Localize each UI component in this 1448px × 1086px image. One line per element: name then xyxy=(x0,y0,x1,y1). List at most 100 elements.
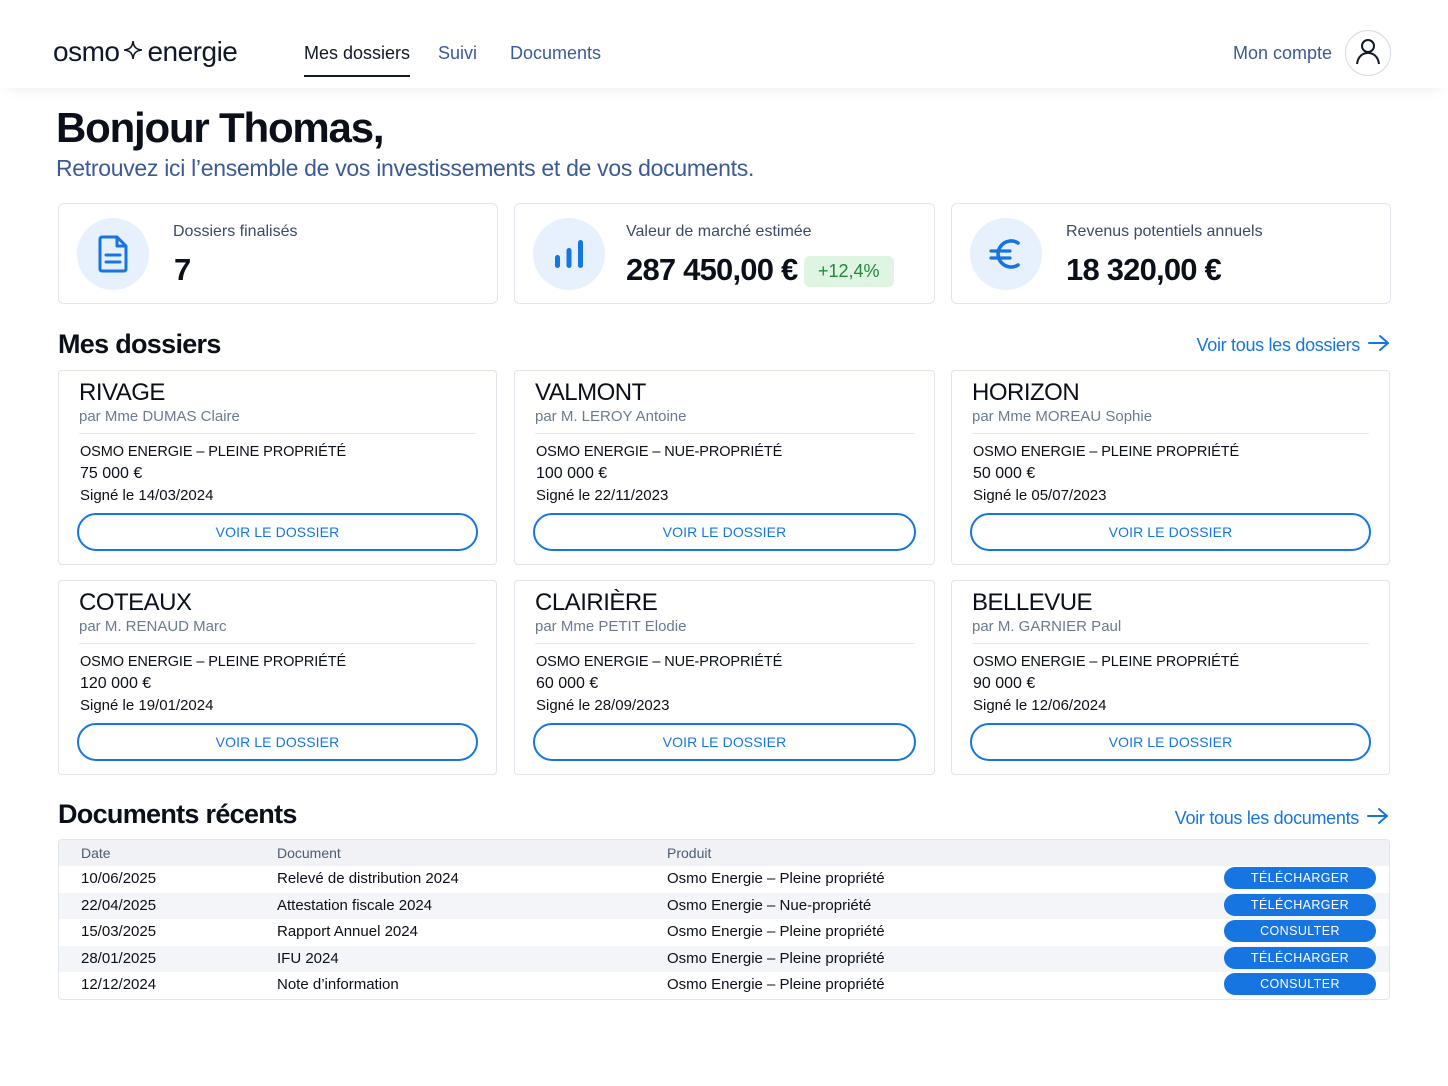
cell-product: Osmo Energie – Pleine propriété xyxy=(667,870,885,887)
dossier-name: CLAIRIÈRE xyxy=(535,589,658,616)
dossier-product: OSMO ENERGIE – PLEINE PROPRIÉTÉ xyxy=(80,444,347,460)
stat-value: 287 450,00 € xyxy=(626,252,798,287)
change-badge: +12,4% xyxy=(804,256,894,287)
account-avatar-button[interactable] xyxy=(1345,30,1391,76)
dossier-owner: par Mme DUMAS Claire xyxy=(79,408,240,425)
see-all-label: Voir tous les dossiers xyxy=(1196,335,1361,355)
column-header-date: Date xyxy=(81,845,111,861)
column-header-produit: Produit xyxy=(667,845,712,861)
cell-date: 15/03/2025 xyxy=(81,923,157,940)
cell-product: Osmo Energie – Pleine propriété xyxy=(667,976,885,993)
download-button[interactable]: TÉLÉCHARGER xyxy=(1224,867,1376,889)
dossier-card: VALMONT par M. LEROY Antoine OSMO ENERGIE … xyxy=(514,370,935,565)
view-dossier-button[interactable]: VOIR LE DOSSIER xyxy=(970,723,1371,761)
osmo-energie-logo[interactable]: osmo energie xyxy=(53,36,238,68)
stat-value: 18 320,00 € xyxy=(1066,252,1222,287)
dossier-product: OSMO ENERGIE – PLEINE PROPRIÉTÉ xyxy=(973,654,1240,670)
view-dossier-button[interactable]: VOIR LE DOSSIER xyxy=(970,513,1371,551)
logo-text-energie: energie xyxy=(147,36,238,67)
sparkle-icon xyxy=(124,40,143,63)
dossier-amount: 120 000 € xyxy=(80,675,152,692)
download-button[interactable]: TÉLÉCHARGER xyxy=(1224,946,1376,969)
dossier-amount: 75 000 € xyxy=(80,465,143,482)
section-title-dossiers: Mes dossiers xyxy=(58,329,221,359)
divider xyxy=(972,643,1369,644)
dossier-product: OSMO ENERGIE – NUE-PROPRIÉTÉ xyxy=(536,444,783,460)
table-row: 22/04/2025 Attestation fiscale 2024 Osmo E… xyxy=(59,892,1389,919)
dossier-card: BELLEVUE par M. GARNIER Paul OSMO ENERGIE … xyxy=(951,580,1390,775)
consult-button[interactable]: CONSULTER xyxy=(1224,973,1376,995)
divider xyxy=(535,433,914,434)
dossier-signed-date: Signé le 12/06/2024 xyxy=(973,697,1107,714)
dossier-name: RIVAGE xyxy=(79,379,165,406)
dossier-owner: par M. LEROY Antoine xyxy=(535,408,687,425)
dossier-name: BELLEVUE xyxy=(972,589,1093,616)
table-row: 10/06/2025 Relevé de distribution 2024 Osm… xyxy=(59,866,1389,893)
divider xyxy=(79,433,476,434)
nav-tab-suivi[interactable]: Suivi xyxy=(438,43,478,63)
nav-tab-mes-dossiers[interactable]: Mes dossiers xyxy=(304,43,411,77)
dossier-product: OSMO ENERGIE – NUE-PROPRIÉTÉ xyxy=(536,654,783,670)
cell-date: 12/12/2024 xyxy=(81,976,157,993)
cell-document: Rapport Annuel 2024 xyxy=(277,923,418,940)
euro-icon xyxy=(970,218,1042,290)
dossier-owner: par Mme PETIT Elodie xyxy=(535,618,687,635)
consult-button[interactable]: CONSULTER xyxy=(1224,920,1376,942)
stat-label: Valeur de marché estimée xyxy=(626,223,812,240)
account-link[interactable]: Mon compte xyxy=(1232,43,1332,63)
dossier-signed-date: Signé le 22/11/2023 xyxy=(536,487,669,504)
nav-tab-documents[interactable]: Documents xyxy=(510,43,602,63)
page-title: Bonjour Thomas, xyxy=(56,104,385,151)
dossier-signed-date: Signé le 14/03/2024 xyxy=(80,487,214,504)
stat-card-revenue: Revenus potentiels annuels 18 320,00 € xyxy=(951,203,1391,304)
bar-chart-icon xyxy=(533,218,605,290)
documents-table: Date Document Produit 10/06/2025 Relevé d… xyxy=(58,839,1390,1000)
view-dossier-button[interactable]: VOIR LE DOSSIER xyxy=(533,513,916,551)
table-row: 28/01/2025 IFU 2024 Osmo Energie – Pleine … xyxy=(59,945,1389,972)
cell-date: 28/01/2025 xyxy=(81,949,157,967)
dossier-card: CLAIRIÈRE par Mme PETIT Elodie OSMO ENERGI… xyxy=(514,580,935,775)
cell-document: IFU 2024 xyxy=(277,949,339,967)
divider xyxy=(535,643,914,644)
dossier-name: HORIZON xyxy=(972,379,1080,406)
cell-document: Attestation fiscale 2024 xyxy=(277,896,433,914)
stat-label: Revenus potentiels annuels xyxy=(1066,223,1263,240)
table-row: 15/03/2025 Rapport Annuel 2024 Osmo Energi… xyxy=(59,919,1389,946)
see-all-dossiers-link[interactable]: Voir tous les dossiers xyxy=(1197,334,1390,357)
table-row: 12/12/2024 Note d’information Osmo Energie… xyxy=(59,972,1389,999)
dossier-owner: par M. RENAUD Marc xyxy=(79,618,227,635)
cell-product: Osmo Energie – Pleine propriété xyxy=(667,949,885,967)
dossier-amount: 50 000 € xyxy=(973,465,1036,482)
cell-date: 22/04/2025 xyxy=(81,896,157,914)
dossier-amount: 60 000 € xyxy=(536,675,599,692)
cell-document: Note d’information xyxy=(277,976,399,993)
cell-product: Osmo Energie – Nue-propriété xyxy=(667,896,872,914)
dossier-name: COTEAUX xyxy=(79,589,192,616)
dossier-signed-date: Signé le 19/01/2024 xyxy=(80,697,214,714)
arrow-right-icon xyxy=(1368,334,1390,357)
dossier-card: RIVAGE par Mme DUMAS Claire OSMO ENERGIE –… xyxy=(58,370,497,565)
see-all-documents-link[interactable]: Voir tous les documents xyxy=(1175,807,1389,830)
arrow-right-icon xyxy=(1367,807,1389,830)
divider xyxy=(972,433,1369,434)
top-navigation-bar: osmo energie Mes dossiers Suivi Document… xyxy=(0,0,1448,88)
logo-text-osmo: osmo xyxy=(53,36,120,67)
dossier-card: COTEAUX par M. RENAUD Marc OSMO ENERGIE – … xyxy=(58,580,497,775)
stat-value: 7 xyxy=(174,252,191,287)
cell-date: 10/06/2025 xyxy=(81,870,157,887)
dossier-signed-date: Signé le 05/07/2023 xyxy=(973,487,1107,504)
stat-label: Dossiers finalisés xyxy=(173,223,298,240)
table-header: Date Document Produit xyxy=(59,840,1389,866)
cell-document: Relevé de distribution 2024 xyxy=(277,870,459,887)
dossier-product: OSMO ENERGIE – PLEINE PROPRIÉTÉ xyxy=(973,444,1240,460)
view-dossier-button[interactable]: VOIR LE DOSSIER xyxy=(77,513,478,551)
download-button[interactable]: TÉLÉCHARGER xyxy=(1224,893,1376,916)
view-dossier-button[interactable]: VOIR LE DOSSIER xyxy=(533,723,916,761)
view-dossier-button[interactable]: VOIR LE DOSSIER xyxy=(77,723,478,761)
dossier-amount: 90 000 € xyxy=(973,675,1036,692)
dossier-owner: par Mme MOREAU Sophie xyxy=(972,408,1153,425)
dossier-signed-date: Signé le 28/09/2023 xyxy=(536,697,670,714)
page-subtitle: Retrouvez ici l’ensemble de vos investis… xyxy=(56,155,755,181)
stat-card-market-value: Valeur de marché estimée 287 450,00 € +1… xyxy=(514,203,935,304)
document-icon xyxy=(77,218,149,290)
